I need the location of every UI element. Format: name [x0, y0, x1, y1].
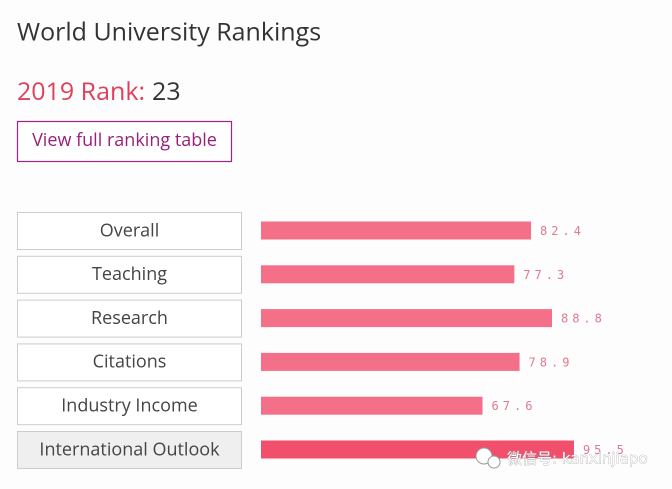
value-label: 67.6	[492, 399, 537, 413]
category-label[interactable]: Industry Income	[61, 394, 197, 418]
watermark-icon	[487, 455, 501, 469]
category-box[interactable]	[17, 431, 242, 469]
value-label: 82.4	[540, 224, 585, 238]
rank-label: 2019 Rank:	[17, 74, 145, 108]
bar	[261, 352, 520, 371]
category-label[interactable]: Research	[91, 306, 168, 330]
value-label: 77.3	[523, 268, 568, 282]
bar	[261, 221, 532, 240]
category-box[interactable]	[17, 343, 242, 382]
category-box[interactable]	[17, 299, 242, 338]
category-box[interactable]	[17, 387, 242, 426]
category-label[interactable]: Overall	[100, 218, 160, 242]
bar	[261, 396, 483, 415]
category-label[interactable]: International Outlook	[39, 437, 220, 461]
view-table-button[interactable]: View full ranking table	[16, 120, 233, 163]
rank-value: 23	[152, 74, 181, 108]
value-label: 95.5	[583, 443, 628, 457]
button-label[interactable]: View full ranking table	[32, 128, 217, 152]
rank-line: 2019 Rank: 23	[17, 74, 181, 108]
bar	[261, 265, 515, 284]
bar	[261, 309, 552, 328]
category-label[interactable]: Teaching	[92, 262, 167, 286]
value-label: 78.9	[529, 355, 574, 369]
category-box[interactable]	[17, 212, 242, 250]
page-title: World University Rankings	[17, 15, 321, 49]
value-label: 88.8	[561, 312, 606, 326]
bar	[261, 440, 574, 459]
category-box[interactable]	[17, 255, 242, 294]
bar-chart: Overall 82.4 Teaching 77.3 Research 88.8 Citat…	[17, 212, 628, 469]
watermark-text: 微信号: kanxinjiapo	[507, 450, 648, 468]
button-frame[interactable]	[16, 120, 233, 163]
category-label[interactable]: Citations	[93, 350, 167, 374]
watermark: 微信号: kanxinjiapo	[475, 447, 648, 469]
